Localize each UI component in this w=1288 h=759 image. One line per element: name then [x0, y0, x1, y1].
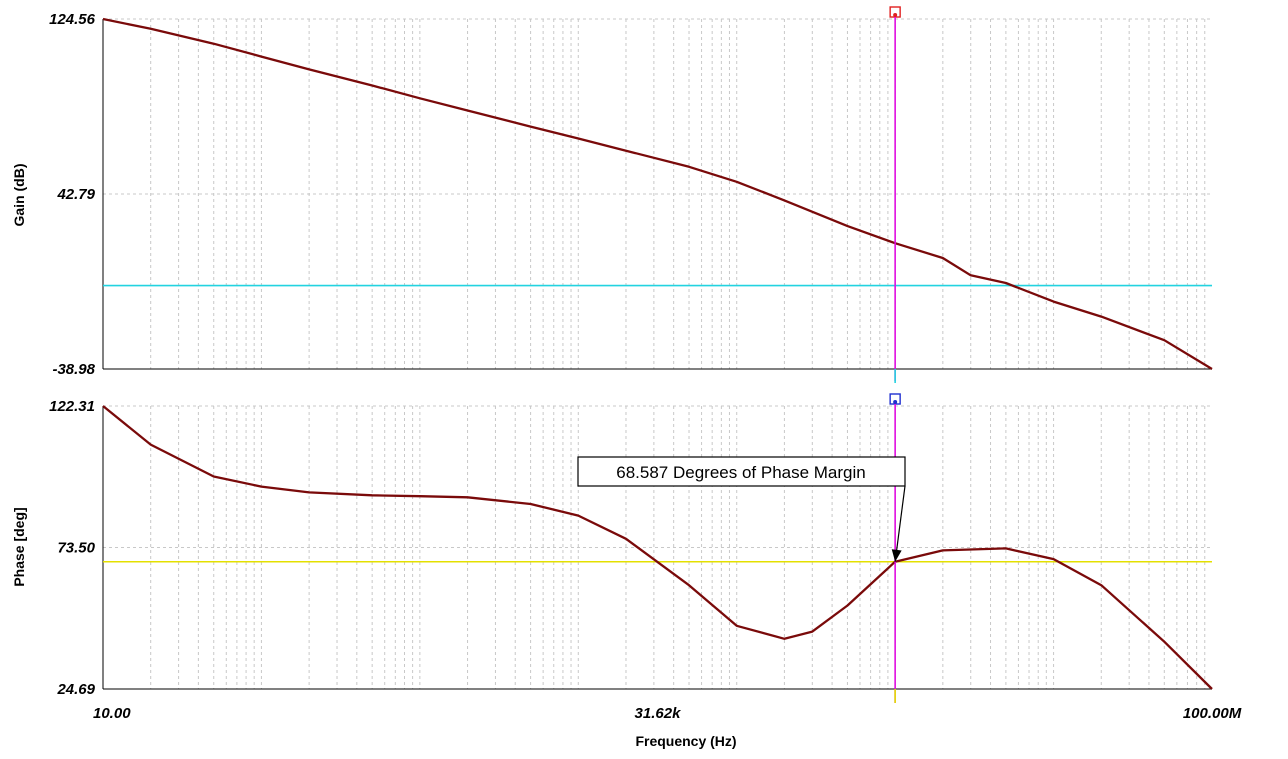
gain-y-tick-label: -38.98 — [52, 361, 95, 378]
x-axis-label: Frequency (Hz) — [635, 733, 736, 749]
phase-cursor-dot — [893, 400, 898, 404]
gain-cursor-dot — [893, 13, 898, 17]
panel-frames — [102, 19, 1212, 690]
annotation-layer: 68.587 Degrees of Phase Margin — [577, 456, 906, 562]
phase-y-tick-label: 73.50 — [57, 540, 95, 557]
gain-y-tick-label: 124.56 — [49, 11, 96, 28]
cursor-layer[interactable] — [889, 6, 901, 703]
tick-labels: 124.56 42.79 -38.98 122.31 73.50 24.69 10.00 31… — [49, 11, 1242, 722]
annotation-arrowhead — [891, 549, 902, 562]
gain-y-tick-label: 42.79 — [56, 186, 95, 203]
grid-layer — [103, 18, 1212, 690]
annotation-box — [577, 456, 906, 487]
phase-series-line — [102, 405, 1213, 690]
series-layer — [102, 17, 1213, 690]
x-tick-label: 31.62k — [635, 705, 682, 722]
phase-y-tick-label: 122.31 — [49, 398, 95, 415]
gain-series-line — [102, 17, 1213, 370]
phase-margin-annotation: 68.587 Degrees of Phase Margin — [616, 463, 866, 482]
x-tick-label: 10.00 — [93, 705, 131, 722]
reference-lines — [103, 284, 1212, 563]
x-tick-label: 100.00M — [1183, 705, 1242, 722]
gain-axis-label: Gain (dB) — [11, 164, 27, 227]
phase-y-tick-label: 24.69 — [56, 681, 95, 698]
phase-axis-label: Phase [deg] — [11, 507, 27, 586]
annotation-arrow — [894, 485, 906, 562]
